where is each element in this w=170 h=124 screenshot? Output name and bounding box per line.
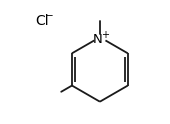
Text: Cl: Cl	[35, 14, 48, 28]
Text: N: N	[93, 33, 103, 46]
Text: −: −	[44, 11, 53, 21]
Text: +: +	[101, 30, 109, 40]
